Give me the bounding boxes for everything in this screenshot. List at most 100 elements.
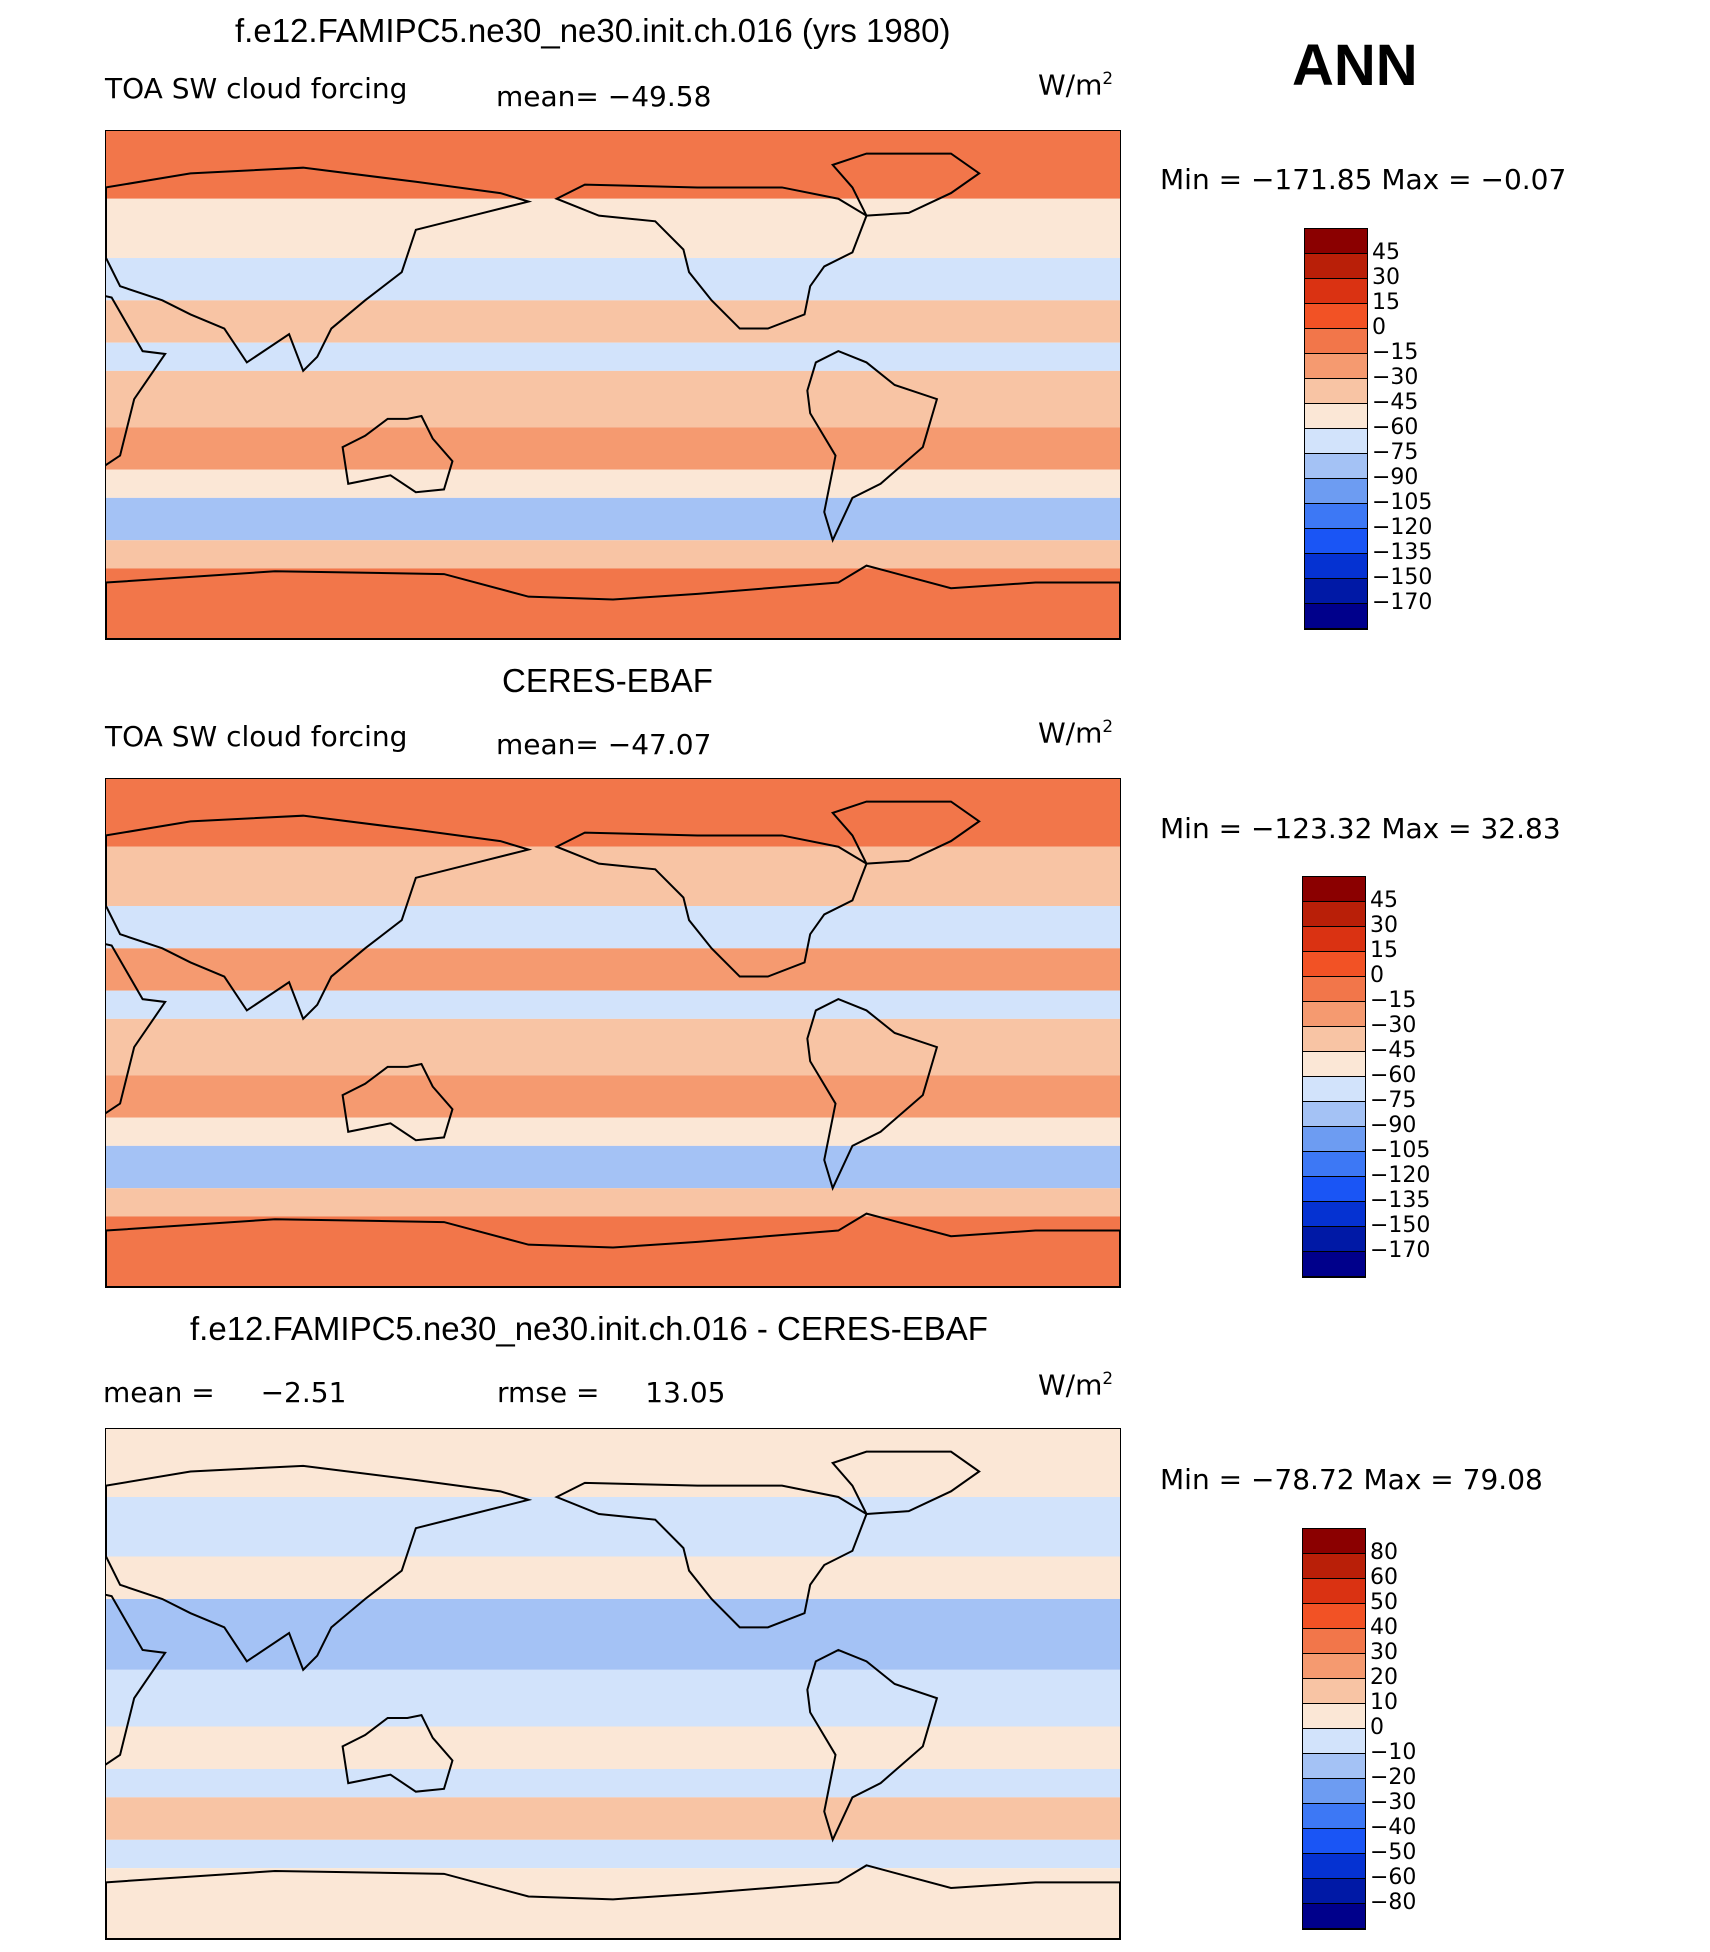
latitude-band xyxy=(106,1188,1120,1217)
panel1-colorbar xyxy=(1304,228,1368,630)
panel2-min-value: −123.32 xyxy=(1250,812,1373,845)
latitude-band xyxy=(106,906,1120,949)
colorbar-tick-label: −80 xyxy=(1370,1890,1417,1915)
panel3-min-label: Min xyxy=(1160,1463,1210,1496)
coastline-antarctica xyxy=(106,1864,1120,1939)
latitude-band xyxy=(106,1769,1120,1798)
colorbar-cell xyxy=(1305,329,1367,354)
coastline-s-america xyxy=(806,998,939,1192)
latitude-band xyxy=(106,948,1120,991)
panel2-min-label: Min xyxy=(1160,812,1210,845)
panel2-variable-label: TOA SW cloud forcing xyxy=(105,720,408,753)
colorbar-cell xyxy=(1305,479,1367,504)
panel1-mean-label: mean= xyxy=(496,80,599,113)
colorbar-cell xyxy=(1303,1102,1365,1127)
colorbar-tick-label: −60 xyxy=(1370,1063,1417,1088)
coastline-greenland xyxy=(830,152,981,217)
colorbar-tick-label: 0 xyxy=(1372,315,1386,340)
colorbar-tick-label: −150 xyxy=(1370,1213,1431,1238)
colorbar-tick-label: −30 xyxy=(1372,365,1419,390)
coastline-africa xyxy=(106,295,167,467)
latitude-band xyxy=(106,1599,1120,1642)
colorbar-tick-label: 50 xyxy=(1370,1590,1398,1615)
panel2-mean-value: −47.07 xyxy=(607,728,712,761)
colorbar-cell xyxy=(1305,254,1367,279)
latitude-band xyxy=(106,370,1120,428)
panel2-units-base: W/m xyxy=(1038,716,1103,750)
colorbar-cell xyxy=(1303,1604,1365,1629)
colorbar-tick-label: −90 xyxy=(1370,1113,1417,1138)
latitude-band xyxy=(106,497,1120,541)
colorbar-tick-label: −30 xyxy=(1370,1013,1417,1038)
panel2-colorbar xyxy=(1302,876,1366,1278)
coastline-australia xyxy=(341,1714,454,1793)
colorbar-cell xyxy=(1303,1904,1365,1929)
panel1-mean-value: −49.58 xyxy=(607,80,712,113)
colorbar-tick-label: −170 xyxy=(1372,590,1433,615)
coastline-africa xyxy=(106,943,167,1115)
coastline-n-america xyxy=(554,1481,868,1629)
colorbar-tick-label: −20 xyxy=(1370,1765,1417,1790)
colorbar-tick-label: 80 xyxy=(1370,1540,1398,1565)
colorbar-cell xyxy=(1303,1177,1365,1202)
colorbar-cell xyxy=(1305,579,1367,604)
colorbar-tick-label: −135 xyxy=(1372,540,1433,565)
colorbar-tick-label: −50 xyxy=(1370,1840,1417,1865)
panel2-mean-label: mean= xyxy=(496,728,599,761)
colorbar-cell xyxy=(1305,229,1367,254)
panel1-mean: mean= −49.58 xyxy=(496,80,711,113)
coastline-africa xyxy=(106,1593,167,1766)
colorbar-tick-label: −45 xyxy=(1370,1038,1417,1063)
panel3-units: W/m2 xyxy=(1038,1368,1113,1401)
colorbar-cell xyxy=(1303,1579,1365,1604)
latitude-band xyxy=(106,198,1120,258)
colorbar-tick-label: 20 xyxy=(1370,1665,1398,1690)
latitude-band xyxy=(106,1839,1120,1869)
latitude-band xyxy=(106,1556,1120,1599)
colorbar-cell xyxy=(1305,529,1367,554)
panel3-max-label: Max xyxy=(1363,1463,1422,1496)
panel1-max-label: Max xyxy=(1381,163,1440,196)
season-label: ANN xyxy=(1292,33,1418,98)
panel2-mean: mean= −47.07 xyxy=(496,728,711,761)
panel1-min-value: −171.85 xyxy=(1250,163,1373,196)
coastline-australia xyxy=(341,1062,454,1142)
colorbar-tick-label: 30 xyxy=(1370,913,1398,938)
colorbar-tick-label: −15 xyxy=(1372,340,1419,365)
latitude-band xyxy=(106,1075,1120,1118)
colorbar-tick-label: 45 xyxy=(1370,888,1398,913)
colorbar-cell xyxy=(1305,404,1367,429)
colorbar-tick-label: −150 xyxy=(1372,565,1433,590)
latitude-band xyxy=(106,469,1120,498)
colorbar-tick-label: −45 xyxy=(1372,390,1419,415)
panel1-variable-label: TOA SW cloud forcing xyxy=(105,72,408,105)
latitude-band xyxy=(106,540,1120,569)
colorbar-cell xyxy=(1303,1252,1365,1277)
latitude-band xyxy=(106,779,1120,847)
colorbar-cell xyxy=(1305,504,1367,529)
colorbar-cell xyxy=(1303,1704,1365,1729)
panel3-mean-label: mean = xyxy=(103,1376,215,1409)
panel3-max-value: 79.08 xyxy=(1462,1463,1543,1496)
colorbar-cell xyxy=(1303,1227,1365,1252)
panel1-units-base: W/m xyxy=(1038,68,1103,102)
colorbar-tick-label: −90 xyxy=(1372,465,1419,490)
map-canvas xyxy=(106,131,1120,639)
colorbar-tick-label: 40 xyxy=(1370,1615,1398,1640)
colorbar-tick-label: 15 xyxy=(1372,290,1400,315)
panel3-map xyxy=(105,1428,1121,1940)
panel2-max-value: 32.83 xyxy=(1480,812,1561,845)
colorbar-cell xyxy=(1303,1729,1365,1754)
colorbar-cell xyxy=(1303,1127,1365,1152)
colorbar-tick-label: 45 xyxy=(1372,240,1400,265)
colorbar-tick-label: −105 xyxy=(1370,1138,1431,1163)
colorbar-cell xyxy=(1303,1152,1365,1177)
map-canvas xyxy=(106,779,1120,1287)
latitude-band xyxy=(106,1797,1120,1840)
panel1-min-label: Min xyxy=(1160,163,1210,196)
latitude-band xyxy=(106,342,1120,371)
panel3-title: f.e12.FAMIPC5.ne30_ne30.init.ch.016 - CE… xyxy=(190,1310,988,1347)
colorbar-tick-label: 15 xyxy=(1370,938,1398,963)
panel1-max-value: −0.07 xyxy=(1480,163,1567,196)
panel2-units-sup: 2 xyxy=(1102,716,1114,736)
